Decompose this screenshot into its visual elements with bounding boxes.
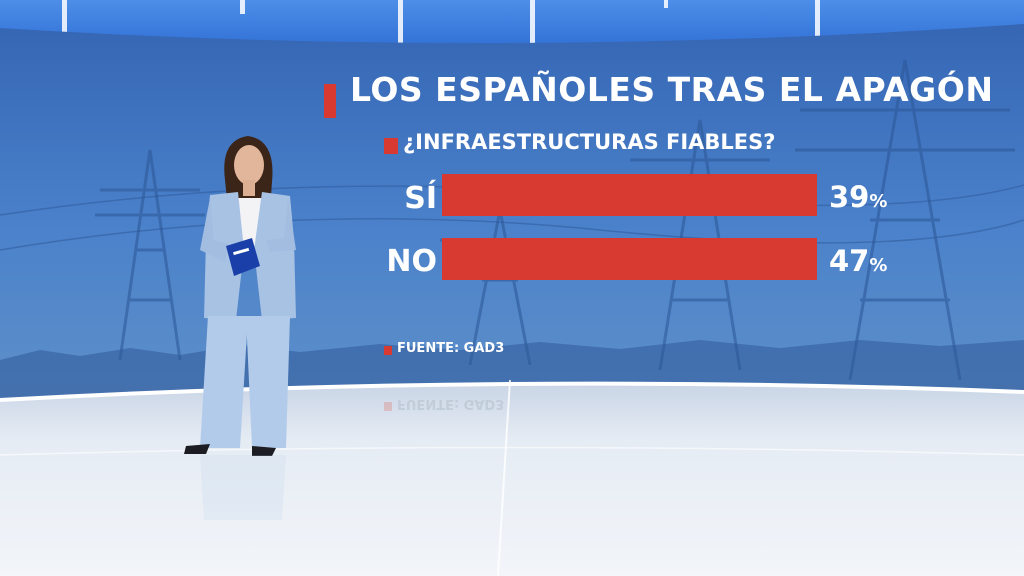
bar-label-si: SÍ xyxy=(404,180,437,216)
presenter xyxy=(184,136,296,456)
chart-subtitle: ¿INFRAESTRUCTURAS FIABLES? xyxy=(403,130,776,154)
wall-floor-edge xyxy=(0,381,1024,402)
chart-source: FUENTE: GAD3 xyxy=(397,341,505,356)
title-accent-marker xyxy=(324,84,336,118)
source-accent-marker xyxy=(384,346,392,355)
bar-value-no-number: 47 xyxy=(829,244,869,278)
bar-value-si-number: 39 xyxy=(829,180,869,214)
bars-layer xyxy=(442,174,817,280)
chart-title: LOS ESPAÑOLES TRAS EL APAGÓN xyxy=(350,70,994,109)
bar-0 xyxy=(442,174,817,216)
subtitle-accent-marker xyxy=(384,138,398,154)
source-reflection-marker xyxy=(384,402,392,411)
bar-value-si-unit: % xyxy=(869,191,887,212)
bar-value-si: 39% xyxy=(829,180,887,214)
bar-1 xyxy=(442,238,817,280)
chart-source-reflection: FUENTE: GAD3 xyxy=(397,396,505,411)
bar-label-no: NO xyxy=(386,244,437,279)
bar-value-no: 47% xyxy=(829,244,887,278)
bar-value-no-unit: % xyxy=(869,255,887,276)
tablet-card-icon xyxy=(226,238,260,276)
